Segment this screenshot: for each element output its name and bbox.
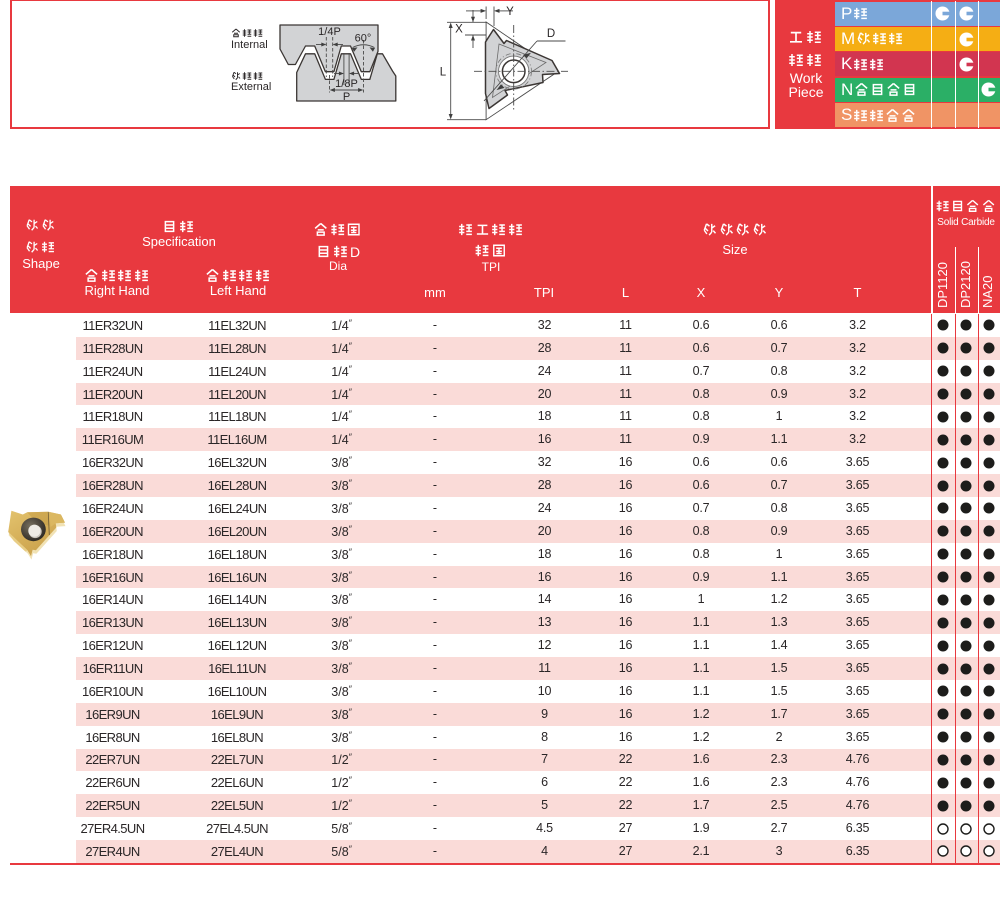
svg-text:1/4P: 1/4P bbox=[318, 26, 341, 38]
svg-text:Y: Y bbox=[506, 6, 514, 18]
svg-text:60°: 60° bbox=[355, 33, 372, 45]
svg-text:X: X bbox=[455, 24, 463, 36]
svg-text:L: L bbox=[440, 67, 447, 79]
svg-text:1/8P: 1/8P bbox=[335, 78, 358, 90]
svg-text:P: P bbox=[343, 91, 350, 103]
svg-text:D: D bbox=[547, 28, 555, 40]
